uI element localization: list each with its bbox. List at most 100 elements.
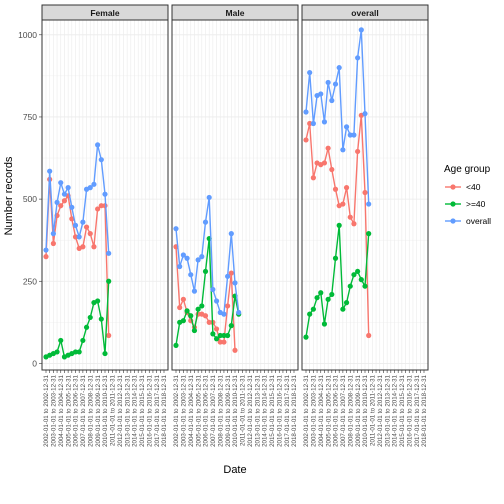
series->=40 xyxy=(43,278,112,360)
data-point xyxy=(310,175,316,181)
data-point xyxy=(366,332,372,339)
x-tick-label: 2016-01-01 to 2016-12-31 xyxy=(146,374,153,446)
data-point xyxy=(177,304,183,311)
data-point xyxy=(217,339,223,345)
data-point xyxy=(184,308,190,314)
data-point xyxy=(54,199,60,205)
series-overall xyxy=(173,194,242,317)
data-point xyxy=(358,27,364,33)
x-tick-label: 2006-01-01 to 2006-12-31 xyxy=(333,374,340,446)
x-tick-label: 2005-01-01 to 2005-12-31 xyxy=(195,374,202,446)
data-point xyxy=(236,309,242,316)
data-point xyxy=(98,157,104,163)
data-point xyxy=(210,286,216,293)
data-point xyxy=(332,186,339,192)
data-point xyxy=(106,332,112,339)
x-tick-label: 2009-01-01 to 2009-12-31 xyxy=(225,374,232,446)
data-point xyxy=(54,349,60,355)
x-tick-label: 2002-01-01 to 2002-12-31 xyxy=(43,374,50,446)
data-point xyxy=(206,194,212,201)
data-point xyxy=(318,91,324,97)
data-point xyxy=(303,109,309,115)
facet-strip-label: overall xyxy=(351,8,378,18)
data-point xyxy=(106,250,112,256)
series->=40 xyxy=(303,222,372,340)
data-point xyxy=(232,347,238,353)
data-point xyxy=(87,185,93,191)
data-point xyxy=(180,252,186,258)
data-point xyxy=(351,221,357,227)
data-point xyxy=(50,231,56,237)
data-point xyxy=(202,268,209,275)
data-point xyxy=(80,219,86,225)
data-point xyxy=(343,185,350,191)
data-point xyxy=(80,244,86,250)
x-axis-title: Date xyxy=(223,464,246,476)
data-point xyxy=(325,145,331,151)
data-point xyxy=(221,332,227,339)
legend-label: overall xyxy=(466,216,491,226)
data-point xyxy=(321,321,328,327)
data-point xyxy=(61,198,68,204)
x-tick-label: 2007-01-01 to 2007-12-31 xyxy=(340,374,347,446)
data-point xyxy=(347,214,353,220)
x-tick-label: 2016-01-01 to 2016-12-31 xyxy=(406,374,413,446)
x-tick-label: 2006-01-01 to 2006-12-31 xyxy=(203,374,210,446)
x-tick-label: 2010-01-01 to 2010-12-31 xyxy=(362,374,369,446)
data-point xyxy=(307,311,313,317)
data-point xyxy=(362,283,368,289)
data-point xyxy=(221,339,227,345)
data-point xyxy=(228,270,234,276)
data-point xyxy=(83,224,90,230)
data-point xyxy=(307,120,313,127)
data-point xyxy=(336,222,342,228)
x-tick-label: 2009-01-01 to 2009-12-31 xyxy=(95,374,102,446)
data-point xyxy=(202,219,209,225)
data-point xyxy=(355,148,361,155)
x-tick-label: 2012-01-01 to 2012-12-31 xyxy=(117,374,124,446)
y-axis-title: Number records xyxy=(3,156,15,235)
data-point xyxy=(191,327,198,334)
legend-entry: <40 xyxy=(445,182,481,192)
data-point xyxy=(225,332,231,339)
x-tick-label: 2010-01-01 to 2010-12-31 xyxy=(232,374,239,446)
facet-panel-male: Male xyxy=(171,4,299,371)
facet-strip-label: Female xyxy=(90,8,120,18)
data-point xyxy=(195,306,201,312)
data-point xyxy=(362,189,368,196)
data-point xyxy=(332,255,339,261)
x-tick-label: 2013-01-01 to 2013-12-31 xyxy=(124,374,131,446)
data-point xyxy=(69,216,75,222)
data-point xyxy=(173,226,179,232)
x-axis-male: 2002-01-01 to 2002-12-31 2003-01-01 to 20… xyxy=(173,370,298,447)
data-point xyxy=(303,137,309,143)
data-point xyxy=(362,111,368,117)
data-point xyxy=(87,231,93,237)
x-tick-label: 2006-01-01 to 2006-12-31 xyxy=(73,374,80,446)
data-point xyxy=(314,295,320,301)
x-tick-label: 2017-01-01 to 2017-12-31 xyxy=(284,374,291,446)
data-point xyxy=(321,119,328,125)
data-point xyxy=(351,132,357,138)
x-tick-label: 2014-01-01 to 2014-12-31 xyxy=(132,374,139,446)
x-tick-label: 2014-01-01 to 2014-12-31 xyxy=(262,374,269,446)
data-point xyxy=(188,313,194,319)
data-point xyxy=(332,81,339,87)
data-point xyxy=(98,203,104,209)
x-tick-label: 2015-01-01 to 2015-12-31 xyxy=(399,374,406,446)
data-point xyxy=(351,272,357,278)
legend: Age group <40 >=40 overall xyxy=(444,164,491,226)
data-point xyxy=(228,323,234,329)
x-tick-label: 2018-01-01 to 2018-12-31 xyxy=(421,374,428,446)
data-point xyxy=(355,268,361,275)
data-point xyxy=(318,290,324,296)
data-point xyxy=(95,206,101,212)
series-<40 xyxy=(303,112,372,339)
facet-strip-label: Male xyxy=(226,8,245,18)
data-point xyxy=(195,257,201,263)
data-point xyxy=(329,166,335,173)
data-point xyxy=(221,311,227,317)
x-tick-label: 2012-01-01 to 2012-12-31 xyxy=(247,374,254,446)
data-point xyxy=(76,349,82,355)
